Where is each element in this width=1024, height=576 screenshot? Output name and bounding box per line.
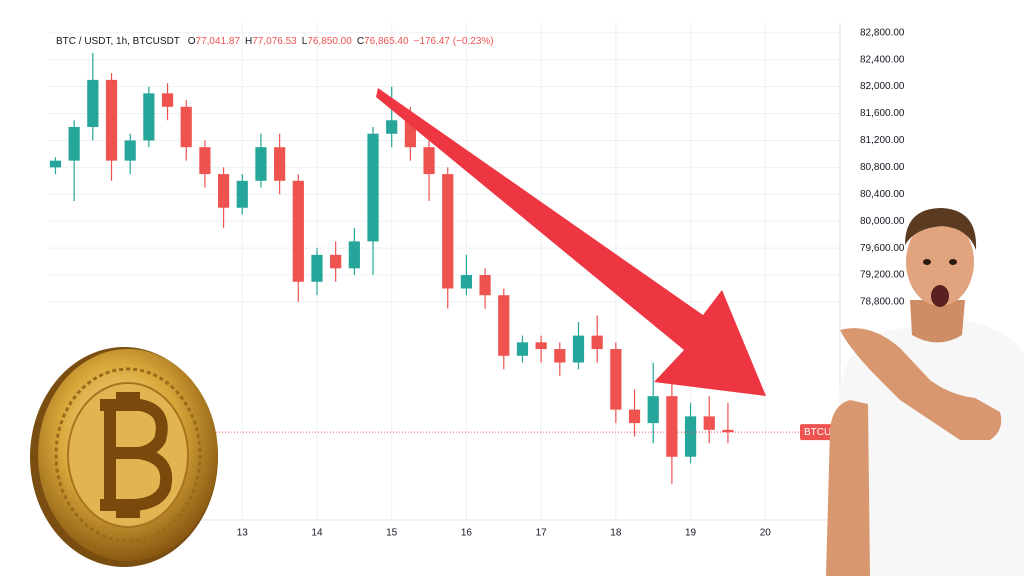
ohlc-value: 76,865.40 [364, 36, 409, 47]
candle-body [722, 429, 734, 433]
candle-body [311, 254, 323, 282]
candle-body [554, 349, 566, 363]
ohlc-value: 77,041.87 [196, 36, 241, 47]
ohlc-value: 77,076.53 [252, 36, 297, 47]
candle-body [684, 416, 697, 457]
y-tick-label: 80,000.00 [860, 216, 905, 227]
candle-body [105, 79, 118, 161]
ohlc-key: C [357, 36, 364, 47]
candle-body [217, 174, 230, 208]
ohlc-key: L [302, 36, 308, 47]
candle-body [610, 349, 622, 410]
candle-body [628, 409, 641, 424]
candle-body [498, 295, 510, 356]
symbol-title: BTC / USDT, 1h, BTCUSDT [56, 36, 180, 47]
y-tick-label: 82,000.00 [860, 81, 905, 92]
candle-body [68, 126, 80, 161]
x-tick-label: 15 [386, 528, 398, 539]
candle-body [386, 120, 398, 134]
last-price-tag-label: BTCUSDT [804, 427, 851, 438]
y-tick-label: 82,800.00 [860, 27, 905, 38]
ohlc-key: H [245, 36, 252, 47]
down-arrow [376, 88, 766, 396]
candle-body [479, 275, 491, 296]
y-tick-label: 82,400.00 [860, 54, 905, 65]
candle-body [274, 147, 286, 181]
axis-labels: 82,800.00 82,400.00 82,000.00 81,600.00 81,2… [237, 27, 905, 538]
y-tick-label: 78,800.00 [860, 297, 905, 308]
candles [48, 52, 840, 484]
x-tick-label: 20 [760, 528, 772, 539]
candle-body [703, 416, 715, 430]
candle-body [423, 147, 435, 175]
candle-body [666, 396, 678, 457]
candle-body [535, 342, 547, 350]
candle-body [49, 160, 62, 168]
candle-body [143, 93, 155, 141]
candle-body [348, 241, 360, 269]
y-tick-label: 81,200.00 [860, 135, 905, 146]
candle-body [367, 133, 379, 242]
y-tick-label: 80,800.00 [860, 162, 905, 173]
y-tick-label: 81,600.00 [860, 108, 905, 119]
candle-body [292, 180, 304, 282]
candle-body [572, 335, 585, 363]
x-tick-label: 19 [685, 528, 697, 539]
ohlc-key: O [188, 36, 196, 47]
bitcoin-coin [30, 347, 218, 567]
candle-body [591, 335, 603, 350]
y-tick-label: 80,400.00 [860, 189, 905, 200]
candle-body [180, 106, 192, 148]
candle-body [124, 140, 136, 161]
candle-body [404, 120, 416, 148]
candle-body [516, 342, 529, 356]
candle-body [647, 396, 659, 424]
x-tick-label: 17 [536, 528, 548, 539]
candle-body [236, 180, 248, 208]
x-tick-label: 18 [610, 528, 622, 539]
y-tick-label: 79,200.00 [860, 270, 905, 281]
chart-header: BTC / USDT, 1h, BTCUSDT O77,041.87 H77,076… [56, 36, 494, 47]
price-change: −176.47 (−0.23%) [414, 36, 494, 47]
candle-body [255, 147, 267, 181]
candle-body [87, 79, 99, 127]
candle-body [330, 254, 342, 269]
x-tick-label: 14 [311, 528, 323, 539]
candle-body [199, 147, 211, 175]
candle-body [460, 275, 473, 289]
candle-body [442, 174, 454, 289]
y-tick-label: 79,600.00 [860, 243, 905, 254]
x-tick-label: 16 [461, 528, 473, 539]
candle-body [161, 93, 174, 107]
x-tick-label: 13 [237, 528, 249, 539]
person [826, 208, 1024, 576]
ohlc-value: 76,850.00 [307, 36, 352, 47]
